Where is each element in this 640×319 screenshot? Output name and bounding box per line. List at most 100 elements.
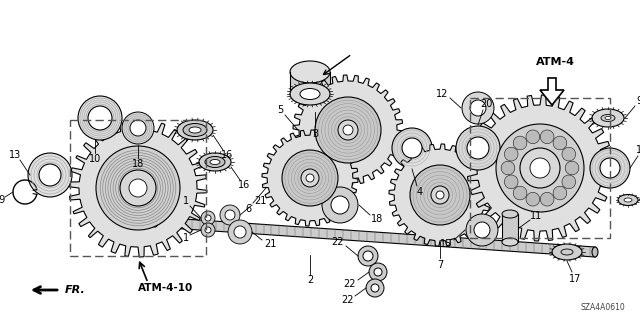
Polygon shape xyxy=(467,95,613,241)
Ellipse shape xyxy=(290,61,330,83)
Polygon shape xyxy=(290,72,330,94)
Circle shape xyxy=(402,138,422,158)
Text: 11: 11 xyxy=(530,211,542,221)
Text: 1: 1 xyxy=(183,233,189,243)
Circle shape xyxy=(78,96,122,140)
Text: 3: 3 xyxy=(312,129,318,139)
Circle shape xyxy=(562,175,576,189)
Ellipse shape xyxy=(605,116,611,120)
Circle shape xyxy=(363,251,373,261)
Ellipse shape xyxy=(592,247,598,257)
Circle shape xyxy=(562,147,576,161)
Circle shape xyxy=(526,192,540,206)
Circle shape xyxy=(96,146,180,230)
Circle shape xyxy=(553,136,567,150)
Ellipse shape xyxy=(592,109,624,127)
Polygon shape xyxy=(389,144,491,246)
Circle shape xyxy=(565,161,579,175)
Ellipse shape xyxy=(561,249,573,255)
Circle shape xyxy=(456,126,500,170)
Text: 1: 1 xyxy=(183,196,189,206)
Text: 16: 16 xyxy=(238,180,250,190)
Ellipse shape xyxy=(502,210,518,218)
Circle shape xyxy=(501,161,515,175)
Circle shape xyxy=(358,246,378,266)
Circle shape xyxy=(513,136,527,150)
Circle shape xyxy=(392,128,432,168)
Circle shape xyxy=(225,210,235,220)
Circle shape xyxy=(315,97,381,163)
Circle shape xyxy=(474,222,490,238)
Text: 2: 2 xyxy=(307,275,313,285)
Circle shape xyxy=(220,205,240,225)
Ellipse shape xyxy=(199,153,231,171)
Circle shape xyxy=(369,263,387,281)
Circle shape xyxy=(530,158,550,178)
Circle shape xyxy=(129,179,147,197)
Text: 5: 5 xyxy=(277,105,283,115)
Circle shape xyxy=(205,215,211,221)
Circle shape xyxy=(234,226,246,238)
Polygon shape xyxy=(293,75,403,185)
Circle shape xyxy=(88,106,112,130)
Text: 14: 14 xyxy=(636,145,640,155)
Ellipse shape xyxy=(601,115,615,122)
Circle shape xyxy=(371,284,379,292)
Polygon shape xyxy=(262,130,358,226)
Text: 21: 21 xyxy=(254,196,266,206)
Circle shape xyxy=(466,214,498,246)
Polygon shape xyxy=(155,217,595,257)
Circle shape xyxy=(301,169,319,187)
Circle shape xyxy=(470,100,486,116)
Text: 15: 15 xyxy=(440,239,452,249)
Ellipse shape xyxy=(205,157,225,167)
Circle shape xyxy=(130,120,146,136)
Text: 20: 20 xyxy=(480,99,492,109)
Text: 7: 7 xyxy=(437,260,443,270)
Text: 16: 16 xyxy=(221,150,233,160)
Text: ATM-4-10: ATM-4-10 xyxy=(138,283,194,293)
Circle shape xyxy=(431,186,449,204)
Circle shape xyxy=(467,137,489,159)
Circle shape xyxy=(39,164,61,186)
Ellipse shape xyxy=(618,195,638,205)
Circle shape xyxy=(436,191,444,199)
Circle shape xyxy=(205,227,211,233)
Circle shape xyxy=(374,268,382,276)
Circle shape xyxy=(343,125,353,135)
Circle shape xyxy=(122,112,154,144)
Circle shape xyxy=(520,148,560,188)
Ellipse shape xyxy=(300,88,320,100)
Circle shape xyxy=(526,130,540,144)
Text: 18: 18 xyxy=(371,214,383,224)
Text: FR.: FR. xyxy=(65,285,86,295)
Polygon shape xyxy=(69,119,207,257)
Text: 13: 13 xyxy=(9,150,21,160)
Circle shape xyxy=(553,186,567,200)
Ellipse shape xyxy=(624,198,632,202)
Text: 10: 10 xyxy=(89,154,101,164)
Text: 22: 22 xyxy=(344,279,356,289)
Circle shape xyxy=(496,124,584,212)
Polygon shape xyxy=(502,214,518,242)
Circle shape xyxy=(331,196,349,214)
Ellipse shape xyxy=(210,160,220,165)
Ellipse shape xyxy=(183,123,207,137)
Ellipse shape xyxy=(152,217,158,227)
Circle shape xyxy=(282,150,338,206)
Text: 19: 19 xyxy=(0,195,6,205)
Circle shape xyxy=(462,92,494,124)
Circle shape xyxy=(410,165,470,225)
Circle shape xyxy=(120,170,156,206)
Circle shape xyxy=(322,187,358,223)
Circle shape xyxy=(28,153,72,197)
Circle shape xyxy=(513,186,527,200)
Text: SZA4A0610: SZA4A0610 xyxy=(580,303,625,313)
Ellipse shape xyxy=(552,244,582,260)
Circle shape xyxy=(540,192,554,206)
Circle shape xyxy=(228,220,252,244)
Circle shape xyxy=(306,174,314,182)
Circle shape xyxy=(201,211,215,225)
Text: ATM-4: ATM-4 xyxy=(536,57,575,67)
Ellipse shape xyxy=(189,127,201,133)
